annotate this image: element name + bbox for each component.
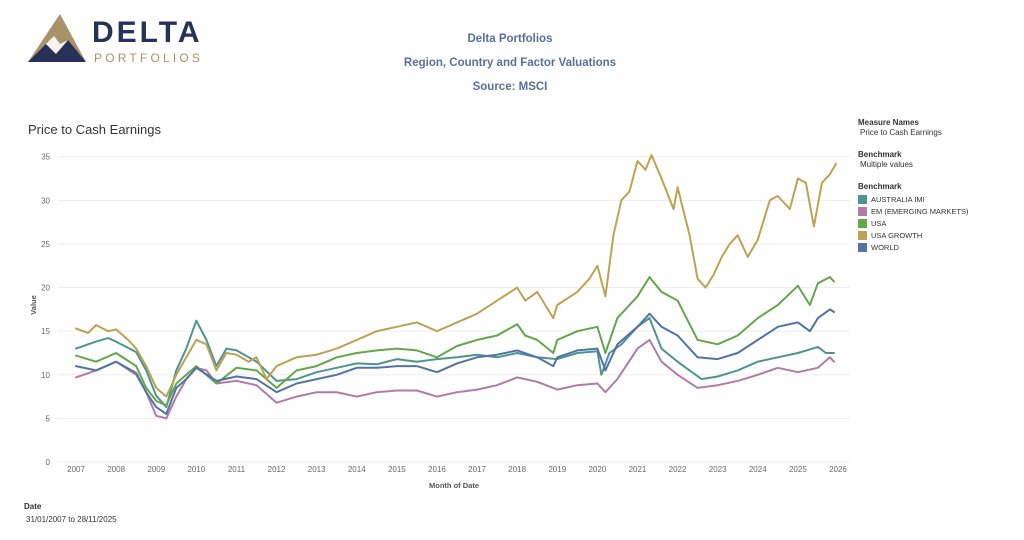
x-tick-label: 2018	[508, 465, 526, 474]
legend-item-australia[interactable]: AUSTRALIA IMI	[858, 193, 1018, 205]
x-tick-label: 2012	[268, 465, 286, 474]
date-filter[interactable]: Date 31/01/2007 to 28/11/2025	[24, 502, 117, 524]
y-axis-label: Value	[29, 295, 38, 315]
date-filter-label: Date	[24, 502, 42, 511]
y-tick-label: 0	[46, 458, 51, 467]
x-tick-label: 2026	[829, 465, 847, 474]
legend-panel: Measure Names Price to Cash Earnings Ben…	[858, 118, 1018, 253]
legend-item-world[interactable]: WORLD	[858, 241, 1018, 253]
swatch-icon	[858, 242, 867, 252]
swatch-icon	[858, 218, 867, 228]
x-tick-label: 2014	[348, 465, 366, 474]
x-tick-label: 2019	[548, 465, 566, 474]
mountain-logo-icon	[28, 14, 86, 62]
y-tick-label: 10	[41, 371, 50, 380]
legend-item-usa[interactable]: USA	[858, 217, 1018, 229]
y-tick-label: 5	[46, 414, 51, 423]
brand-subtitle: PORTFOLIOS	[94, 51, 204, 65]
x-axis-label: Month of Date	[429, 481, 479, 490]
series-line-usa-growth	[75, 154, 837, 398]
swatch-icon	[858, 230, 867, 240]
x-tick-label: 2011	[228, 465, 246, 474]
chart-title: Price to Cash Earnings	[28, 122, 161, 137]
delta-logo: DELTA PORTFOLIOS	[28, 14, 208, 68]
series-line-usa	[75, 276, 835, 407]
legend-item-usa-growth[interactable]: USA GROWTH	[858, 229, 1018, 241]
header-subtitle: Region, Country and Factor Valuations	[403, 57, 617, 69]
x-tick-label: 2015	[388, 465, 406, 474]
x-tick-label: 2013	[308, 465, 326, 474]
header-source: Source: MSCI	[472, 81, 548, 93]
brand-name: DELTA	[92, 16, 203, 49]
x-tick-label: 2017	[468, 465, 486, 474]
header-title: Delta Portfolios	[467, 33, 553, 45]
swatch-icon	[858, 206, 867, 216]
legend-label: WORLD	[871, 242, 899, 252]
legend-label: USA GROWTH	[871, 230, 923, 240]
y-tick-label: 25	[41, 240, 50, 249]
legend-label: EM (EMERGING MARKETS)	[871, 206, 969, 216]
y-tick-label: 35	[41, 153, 50, 162]
legend-label: AUSTRALIA IMI	[871, 194, 925, 204]
legend-benchmark-filter-heading: Benchmark	[858, 150, 902, 159]
x-tick-label: 2020	[588, 465, 606, 474]
legend-measure-value[interactable]: Price to Cash Earnings	[860, 128, 942, 137]
x-tick-label: 2008	[107, 465, 125, 474]
x-tick-label: 2021	[629, 465, 647, 474]
x-tick-label: 2022	[669, 465, 687, 474]
y-tick-label: 15	[41, 327, 50, 336]
x-tick-label: 2025	[789, 465, 807, 474]
date-filter-value: 31/01/2007 to 28/11/2025	[26, 515, 117, 524]
x-tick-label: 2023	[709, 465, 727, 474]
report-header: Delta Portfolios Region, Country and Fac…	[360, 30, 660, 102]
y-tick-label: 30	[41, 196, 50, 205]
y-tick-label: 20	[41, 284, 50, 293]
series-line-em-emerging-markets	[75, 338, 835, 420]
x-tick-label: 2007	[67, 465, 85, 474]
legend-benchmark-filter-value[interactable]: Multiple values	[860, 160, 913, 169]
legend-label: USA	[871, 218, 887, 228]
legend-series-heading: Benchmark	[858, 182, 902, 191]
swatch-icon	[858, 194, 867, 204]
x-tick-label: 2010	[187, 465, 205, 474]
series-line-world	[75, 308, 835, 415]
legend-item-em[interactable]: EM (EMERGING MARKETS)	[858, 205, 1018, 217]
series-line-australia-imi	[75, 317, 835, 409]
x-tick-label: 2016	[428, 465, 446, 474]
x-tick-label: 2009	[147, 465, 165, 474]
legend-measure-heading: Measure Names	[858, 118, 919, 127]
x-tick-label: 2024	[749, 465, 767, 474]
